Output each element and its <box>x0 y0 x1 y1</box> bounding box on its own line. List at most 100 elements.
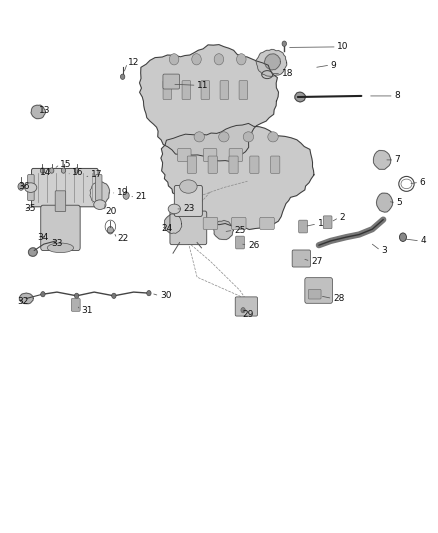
Text: 6: 6 <box>420 178 425 187</box>
FancyBboxPatch shape <box>292 250 311 267</box>
Polygon shape <box>295 92 305 102</box>
Text: 12: 12 <box>128 59 139 67</box>
FancyBboxPatch shape <box>229 156 238 173</box>
Polygon shape <box>90 182 110 205</box>
Circle shape <box>49 168 54 173</box>
Text: 26: 26 <box>248 241 259 249</box>
Ellipse shape <box>219 132 229 142</box>
Text: 18: 18 <box>282 69 293 78</box>
Text: 30: 30 <box>160 292 171 300</box>
FancyBboxPatch shape <box>235 297 258 316</box>
Ellipse shape <box>168 204 180 214</box>
Text: 35: 35 <box>24 205 35 213</box>
Polygon shape <box>374 150 391 169</box>
Text: 22: 22 <box>117 235 129 243</box>
Text: 14: 14 <box>40 168 52 177</box>
Text: 16: 16 <box>72 168 84 177</box>
Circle shape <box>18 183 24 190</box>
FancyBboxPatch shape <box>187 156 197 173</box>
FancyBboxPatch shape <box>239 80 247 100</box>
FancyBboxPatch shape <box>95 175 102 200</box>
Polygon shape <box>265 54 280 70</box>
FancyBboxPatch shape <box>299 220 307 233</box>
Ellipse shape <box>170 54 179 65</box>
Circle shape <box>147 290 151 296</box>
FancyBboxPatch shape <box>323 216 332 229</box>
Text: 32: 32 <box>18 297 29 305</box>
Text: 11: 11 <box>197 81 208 90</box>
Text: 24: 24 <box>161 224 173 232</box>
Text: 28: 28 <box>333 294 344 303</box>
Text: 33: 33 <box>52 239 63 248</box>
Polygon shape <box>164 214 182 233</box>
Ellipse shape <box>94 200 106 209</box>
Polygon shape <box>28 248 37 256</box>
Ellipse shape <box>214 54 224 65</box>
Text: 21: 21 <box>136 192 147 200</box>
Ellipse shape <box>194 132 205 142</box>
Circle shape <box>61 168 66 173</box>
Ellipse shape <box>268 132 278 142</box>
FancyBboxPatch shape <box>232 217 246 230</box>
FancyBboxPatch shape <box>229 148 243 161</box>
Polygon shape <box>140 45 279 161</box>
FancyBboxPatch shape <box>203 148 217 161</box>
FancyBboxPatch shape <box>308 289 321 299</box>
FancyBboxPatch shape <box>260 217 274 230</box>
Ellipse shape <box>47 243 74 253</box>
FancyBboxPatch shape <box>177 148 191 161</box>
Text: 1: 1 <box>318 220 323 228</box>
Text: 36: 36 <box>18 182 30 191</box>
FancyBboxPatch shape <box>170 211 207 245</box>
Text: 23: 23 <box>183 205 194 213</box>
Ellipse shape <box>25 183 37 192</box>
Text: 15: 15 <box>60 160 72 168</box>
Circle shape <box>112 293 116 298</box>
Text: 13: 13 <box>39 107 51 115</box>
FancyBboxPatch shape <box>201 80 210 100</box>
Polygon shape <box>214 221 233 239</box>
Circle shape <box>40 168 45 173</box>
Text: 19: 19 <box>117 189 128 197</box>
FancyBboxPatch shape <box>203 217 218 230</box>
Text: 20: 20 <box>105 207 117 216</box>
FancyBboxPatch shape <box>250 156 259 173</box>
Text: 8: 8 <box>394 92 400 100</box>
Circle shape <box>120 74 125 79</box>
Text: 25: 25 <box>234 226 245 235</box>
Ellipse shape <box>243 132 254 142</box>
Text: 3: 3 <box>381 246 387 255</box>
Text: 17: 17 <box>91 171 102 179</box>
Text: 7: 7 <box>394 156 400 164</box>
FancyBboxPatch shape <box>271 156 280 173</box>
Circle shape <box>123 192 129 199</box>
Circle shape <box>74 168 79 173</box>
Text: 5: 5 <box>396 198 402 207</box>
FancyBboxPatch shape <box>182 80 191 100</box>
FancyBboxPatch shape <box>55 191 66 212</box>
FancyBboxPatch shape <box>174 185 202 216</box>
Text: 27: 27 <box>311 257 322 265</box>
Polygon shape <box>31 105 46 119</box>
FancyBboxPatch shape <box>71 298 80 311</box>
Polygon shape <box>161 124 314 230</box>
Text: 4: 4 <box>420 237 426 245</box>
FancyBboxPatch shape <box>305 278 332 303</box>
Circle shape <box>282 41 286 46</box>
Text: 2: 2 <box>339 213 345 222</box>
Polygon shape <box>256 50 287 76</box>
Circle shape <box>399 233 406 241</box>
Ellipse shape <box>237 54 246 65</box>
Ellipse shape <box>180 180 197 193</box>
Text: 10: 10 <box>337 43 349 51</box>
FancyBboxPatch shape <box>163 74 180 89</box>
FancyBboxPatch shape <box>32 168 98 207</box>
Circle shape <box>74 293 79 298</box>
FancyBboxPatch shape <box>236 236 244 249</box>
Ellipse shape <box>192 54 201 65</box>
Polygon shape <box>377 193 393 212</box>
FancyBboxPatch shape <box>163 80 172 100</box>
Circle shape <box>241 308 245 313</box>
FancyBboxPatch shape <box>28 175 34 200</box>
Circle shape <box>41 292 45 297</box>
